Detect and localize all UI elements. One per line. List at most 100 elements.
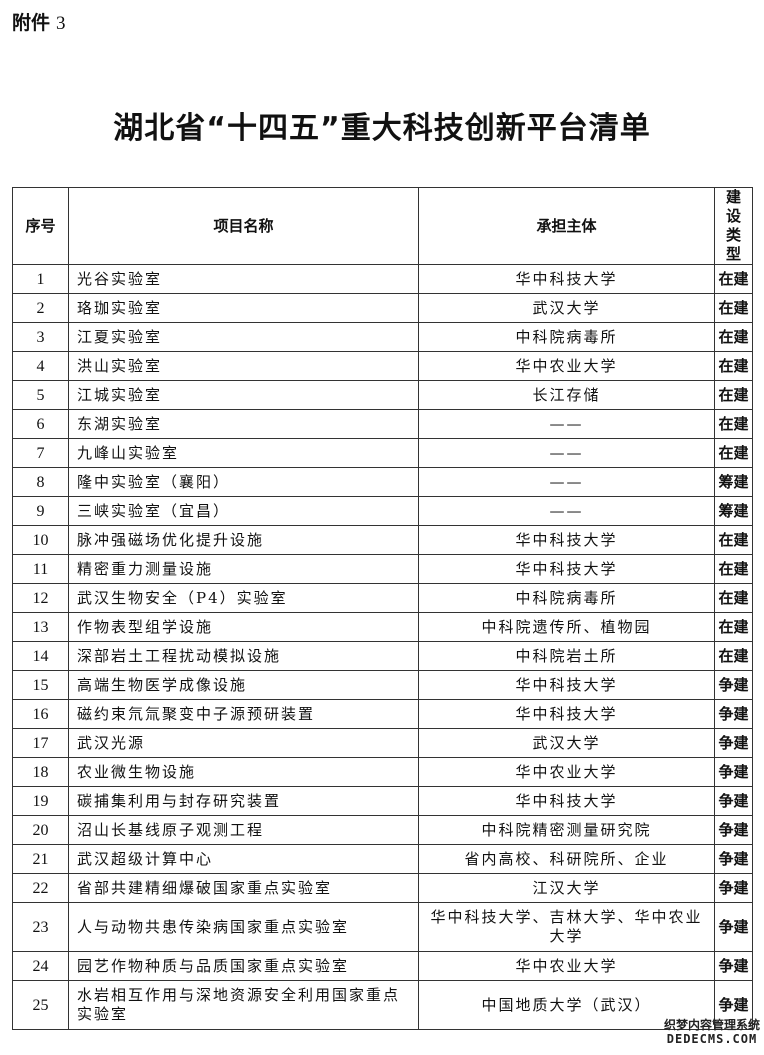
- cell-construction-type: 在建: [714, 380, 753, 410]
- cell-project-name: 武汉生物安全（P4）实验室: [68, 583, 419, 613]
- table-row: 18 农业微生物设施 华中农业大学 争建: [12, 757, 753, 787]
- cell-index: 14: [12, 641, 69, 671]
- attachment-text: 附件: [12, 12, 51, 34]
- header-project-name: 项目名称: [68, 187, 419, 265]
- cell-construction-type: 争建: [714, 980, 753, 1030]
- table-row: 12 武汉生物安全（P4）实验室 中科院病毒所 在建: [12, 583, 753, 613]
- cell-project-name: 隆中实验室（襄阳）: [68, 467, 419, 497]
- table-row: 11 精密重力测量设施 华中科技大学 在建: [12, 554, 753, 584]
- cell-project-name: 碳捕集利用与封存研究装置: [68, 786, 419, 816]
- cell-index: 20: [12, 815, 69, 845]
- table-row: 8 隆中实验室（襄阳） —— 筹建: [12, 467, 753, 497]
- table-row: 7 九峰山实验室 —— 在建: [12, 438, 753, 468]
- cell-project-name: 三峡实验室（宜昌）: [68, 496, 419, 526]
- cell-index: 25: [12, 980, 69, 1030]
- header-undertaker: 承担主体: [418, 187, 715, 265]
- header-construction-type: 建设类型: [714, 187, 753, 265]
- cell-construction-type: 筹建: [714, 496, 753, 526]
- cell-index: 12: [12, 583, 69, 613]
- cell-index: 3: [12, 322, 69, 352]
- cell-index: 11: [12, 554, 69, 584]
- cell-undertaker: 华中科技大学、吉林大学、华中农业大学: [418, 902, 715, 952]
- cell-index: 15: [12, 670, 69, 700]
- watermark-line1: 织梦内容管理系统: [663, 1018, 760, 1032]
- cell-index: 2: [12, 293, 69, 323]
- table-row: 6 东湖实验室 —— 在建: [12, 409, 753, 439]
- cell-construction-type: 在建: [714, 409, 753, 439]
- table-row: 21 武汉超级计算中心 省内高校、科研院所、企业 争建: [12, 844, 753, 874]
- cell-construction-type: 在建: [714, 438, 753, 468]
- cell-undertaker: 华中农业大学: [418, 351, 715, 381]
- cell-index: 23: [12, 902, 69, 952]
- cell-project-name: 东湖实验室: [68, 409, 419, 439]
- cell-index: 5: [12, 380, 69, 410]
- table-row: 22 省部共建精细爆破国家重点实验室 江汉大学 争建: [12, 873, 753, 903]
- cell-index: 21: [12, 844, 69, 874]
- cell-index: 13: [12, 612, 69, 642]
- watermark-logo: 织梦内容管理系统 DEDECMS.COM: [664, 1018, 760, 1046]
- cell-project-name: 武汉光源: [68, 728, 419, 758]
- cell-undertaker: 中科院病毒所: [418, 583, 715, 613]
- cell-undertaker: 华中科技大学: [418, 786, 715, 816]
- table-row: 25 水岩相互作用与深地资源安全利用国家重点实验室 中国地质大学（武汉） 争建: [12, 980, 753, 1030]
- table-row: 9 三峡实验室（宜昌） —— 筹建: [12, 496, 753, 526]
- attachment-number: 3: [56, 13, 66, 34]
- cell-undertaker: 江汉大学: [418, 873, 715, 903]
- cell-index: 10: [12, 525, 69, 555]
- cell-undertaker: ——: [418, 496, 715, 526]
- cell-undertaker: 华中科技大学: [418, 670, 715, 700]
- table-row: 16 磁约束氘氚聚变中子源预研装置 华中科技大学 争建: [12, 699, 753, 729]
- cell-undertaker: 华中科技大学: [418, 699, 715, 729]
- cell-undertaker: 华中农业大学: [418, 951, 715, 981]
- cell-undertaker: 武汉大学: [418, 728, 715, 758]
- cell-index: 16: [12, 699, 69, 729]
- cell-construction-type: 在建: [714, 293, 753, 323]
- cell-project-name: 人与动物共患传染病国家重点实验室: [68, 902, 419, 952]
- cell-project-name: 作物表型组学设施: [68, 612, 419, 642]
- cell-undertaker: 中科院病毒所: [418, 322, 715, 352]
- cell-undertaker: 华中科技大学: [418, 264, 715, 294]
- cell-construction-type: 争建: [714, 786, 753, 816]
- cell-undertaker: 长江存储: [418, 380, 715, 410]
- table-header-row: 序号 项目名称 承担主体 建设类型: [12, 187, 753, 265]
- cell-project-name: 九峰山实验室: [68, 438, 419, 468]
- cell-index: 17: [12, 728, 69, 758]
- cell-construction-type: 争建: [714, 757, 753, 787]
- cell-index: 6: [12, 409, 69, 439]
- page-title: 湖北省“十四五”重大科技创新平台清单: [113, 111, 651, 146]
- cell-undertaker: ——: [418, 438, 715, 468]
- table-row: 13 作物表型组学设施 中科院遗传所、植物园 在建: [12, 612, 753, 642]
- cell-index: 7: [12, 438, 69, 468]
- table-body: 1 光谷实验室 华中科技大学 在建 2 珞珈实验室 武汉大学 在建 3 江夏实验室 中科院病毒所 在建…: [12, 264, 753, 1030]
- table-row: 4 洪山实验室 华中农业大学 在建: [12, 351, 753, 381]
- cell-construction-type: 在建: [714, 641, 753, 671]
- cell-index: 4: [12, 351, 69, 381]
- cell-construction-type: 在建: [714, 583, 753, 613]
- cell-construction-type: 争建: [714, 873, 753, 903]
- cell-index: 1: [12, 264, 69, 294]
- cell-project-name: 磁约束氘氚聚变中子源预研装置: [68, 699, 419, 729]
- cell-construction-type: 争建: [714, 699, 753, 729]
- cell-project-name: 脉冲强磁场优化提升设施: [68, 525, 419, 555]
- cell-project-name: 园艺作物种质与品质国家重点实验室: [68, 951, 419, 981]
- cell-undertaker: ——: [418, 467, 715, 497]
- table-row: 10 脉冲强磁场优化提升设施 华中科技大学 在建: [12, 525, 753, 555]
- cell-construction-type: 争建: [714, 951, 753, 981]
- table-row: 23 人与动物共患传染病国家重点实验室 华中科技大学、吉林大学、华中农业大学 争建: [12, 902, 753, 952]
- cell-project-name: 精密重力测量设施: [68, 554, 419, 584]
- table-row: 20 沼山长基线原子观测工程 中科院精密测量研究院 争建: [12, 815, 753, 845]
- table-row: 15 高端生物医学成像设施 华中科技大学 争建: [12, 670, 753, 700]
- table-row: 19 碳捕集利用与封存研究装置 华中科技大学 争建: [12, 786, 753, 816]
- cell-index: 24: [12, 951, 69, 981]
- cell-construction-type: 争建: [714, 844, 753, 874]
- table-row: 3 江夏实验室 中科院病毒所 在建: [12, 322, 753, 352]
- cell-undertaker: 华中科技大学: [418, 525, 715, 555]
- cell-undertaker: ——: [418, 409, 715, 439]
- cell-construction-type: 在建: [714, 525, 753, 555]
- cell-undertaker: 中科院精密测量研究院: [418, 815, 715, 845]
- cell-project-name: 水岩相互作用与深地资源安全利用国家重点实验室: [68, 980, 419, 1030]
- cell-project-name: 沼山长基线原子观测工程: [68, 815, 419, 845]
- cell-index: 19: [12, 786, 69, 816]
- cell-undertaker: 华中农业大学: [418, 757, 715, 787]
- cell-project-name: 江夏实验室: [68, 322, 419, 352]
